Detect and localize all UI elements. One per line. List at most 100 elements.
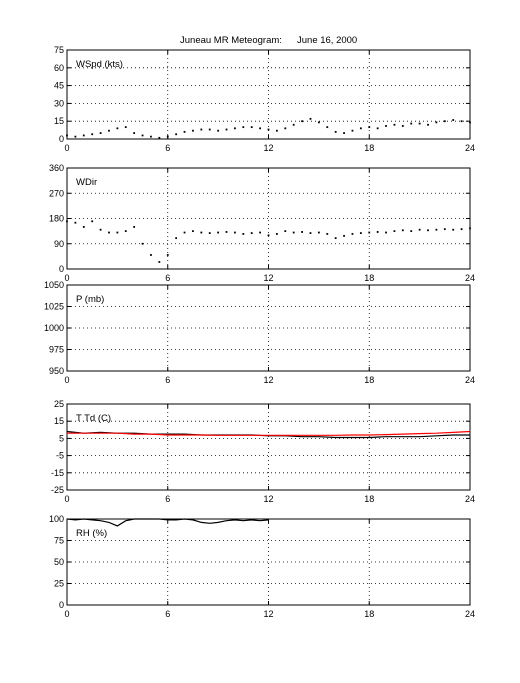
data-point <box>250 232 253 234</box>
x-tick-label: 0 <box>64 375 69 385</box>
data-point <box>326 233 329 235</box>
y-tick-label: 100 <box>49 514 64 524</box>
data-point <box>175 133 178 136</box>
data-point <box>82 134 85 137</box>
data-point <box>242 126 245 129</box>
data-point <box>116 231 119 234</box>
data-point <box>410 122 413 125</box>
data-point <box>443 120 446 123</box>
data-point <box>460 228 463 231</box>
data-point <box>200 128 203 131</box>
data-point <box>401 125 404 127</box>
x-tick-label: 24 <box>465 375 475 385</box>
data-point <box>158 261 161 263</box>
data-point <box>359 232 362 234</box>
data-point <box>124 126 127 129</box>
data-point <box>250 126 253 129</box>
data-point <box>166 254 169 256</box>
data-point <box>200 231 203 234</box>
x-tick-label: 12 <box>263 375 273 385</box>
x-tick-label: 6 <box>165 494 170 504</box>
data-point <box>192 230 194 233</box>
data-point <box>452 228 455 231</box>
panel-5: 0 6 12 18 24 0 25 50 75 100 RH (%) <box>49 514 475 619</box>
data-point <box>410 230 413 233</box>
y-tick-label: 50 <box>54 557 64 567</box>
data-point <box>418 228 421 231</box>
y-tick-label: 90 <box>54 239 64 249</box>
y-tick-label: 15 <box>54 116 64 126</box>
data-point <box>183 231 186 234</box>
data-point <box>301 231 303 233</box>
plot-frame <box>66 284 471 372</box>
x-tick-label: 18 <box>364 273 374 283</box>
data-point <box>74 135 77 138</box>
data-point <box>208 232 211 234</box>
data-point <box>82 226 85 228</box>
data-point <box>133 226 136 228</box>
x-tick-label: 24 <box>465 143 475 153</box>
data-point <box>393 230 396 233</box>
data-point <box>334 130 337 133</box>
data-point <box>217 129 220 132</box>
data-point <box>309 232 312 234</box>
data-point <box>317 121 320 124</box>
data-point <box>275 129 278 132</box>
x-tick-label: 18 <box>364 143 374 153</box>
x-tick-label: 18 <box>364 375 374 385</box>
data-point <box>343 132 345 134</box>
data-point <box>234 127 236 130</box>
panel-label: WSpd (kts) <box>76 59 123 70</box>
data-point <box>150 254 152 256</box>
y-tick-label: 975 <box>49 345 64 355</box>
data-point <box>225 231 228 233</box>
data-point <box>208 128 211 131</box>
data-point <box>116 127 119 130</box>
panel-3: 0 6 12 18 24 950 975 1000 1025 1050 P (mb) <box>44 280 475 385</box>
x-tick-label: 24 <box>465 273 475 283</box>
data-point <box>401 229 404 232</box>
x-tick-label: 0 <box>64 494 69 504</box>
panel-label: WDir <box>76 177 97 188</box>
data-point <box>460 120 463 123</box>
data-point <box>292 231 295 234</box>
data-point <box>351 233 354 235</box>
data-point <box>267 128 270 131</box>
data-point <box>376 231 379 233</box>
data-point <box>242 233 245 235</box>
y-tick-label: 1000 <box>44 323 64 333</box>
data-point <box>108 231 110 234</box>
data-point <box>393 123 396 126</box>
data-point <box>292 123 295 126</box>
panel-2: 0 6 12 18 24 0 90 180 270 360 WDir <box>49 163 475 283</box>
data-point <box>99 228 102 231</box>
y-tick-label: 75 <box>54 45 64 55</box>
data-point <box>427 229 429 232</box>
panel-label: RH (%) <box>76 528 107 539</box>
data-point <box>284 127 287 130</box>
y-tick-label: 60 <box>54 63 64 73</box>
data-point <box>326 126 329 129</box>
data-point <box>108 129 110 132</box>
data-point <box>309 117 312 120</box>
panel-1: 0 6 12 18 24 0 15 30 45 60 75 WSpd (kts) <box>54 45 475 153</box>
y-tick-label: 75 <box>54 536 64 546</box>
y-tick-label: 1025 <box>44 302 64 312</box>
data-point <box>385 231 387 234</box>
data-point <box>351 129 354 132</box>
y-tick-label: -5 <box>56 451 64 461</box>
x-tick-label: 12 <box>263 143 273 153</box>
data-point <box>74 221 77 224</box>
x-tick-label: 24 <box>465 494 475 504</box>
data-point <box>141 242 144 245</box>
panel-4: 0 6 12 18 24 -25 -15 -5 5 15 25 T Td (C) <box>51 399 475 504</box>
data-point <box>469 227 471 230</box>
y-tick-label: 30 <box>54 98 64 108</box>
y-tick-label: 0 <box>59 600 64 610</box>
x-tick-label: 6 <box>165 273 170 283</box>
plot-frame <box>66 403 471 491</box>
x-tick-label: 18 <box>364 609 374 619</box>
y-tick-label: 1050 <box>44 280 64 290</box>
